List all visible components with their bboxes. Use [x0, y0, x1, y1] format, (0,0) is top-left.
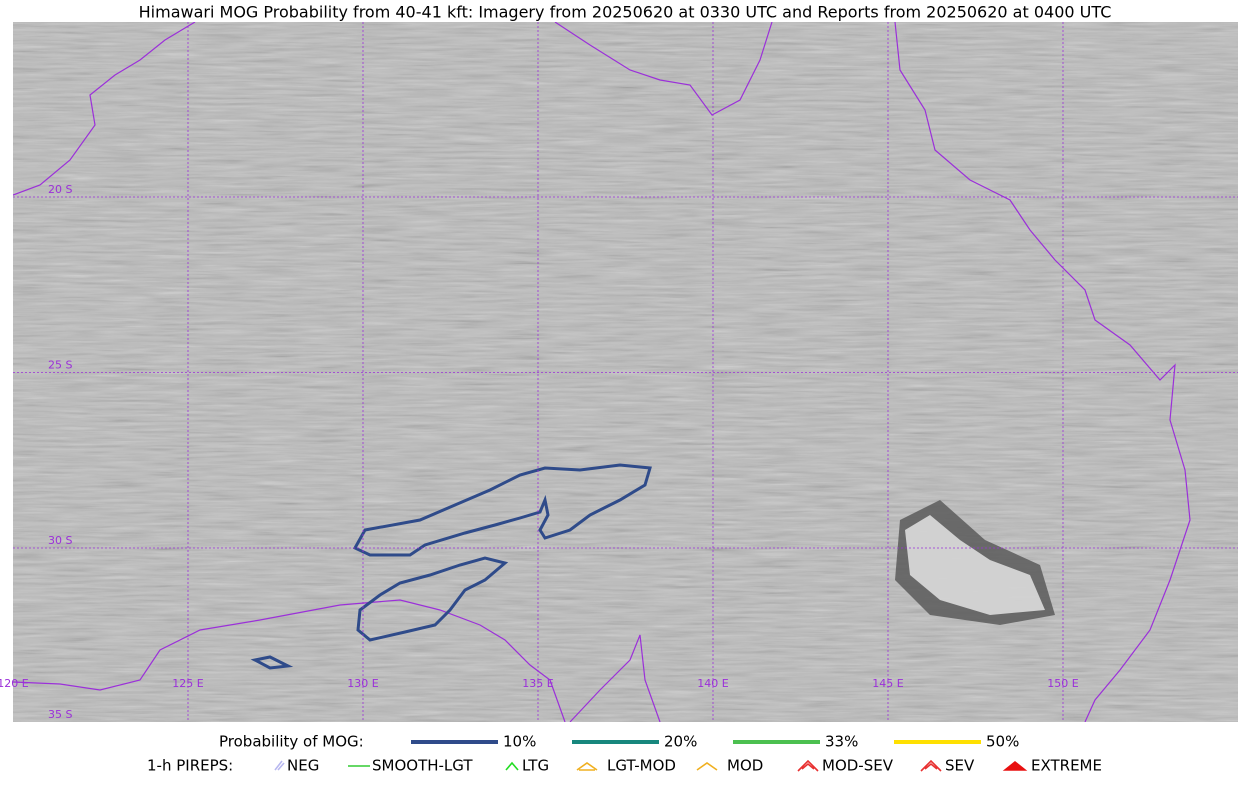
lat-label: 35 S [48, 708, 72, 721]
pirep-icon [797, 759, 819, 772]
cloud-cluster [895, 500, 1055, 625]
mog-legend-text: 10% [503, 733, 536, 751]
title: Himawari MOG Probability from 40-41 kft:… [139, 3, 1112, 22]
lon-label: 145 E [872, 677, 903, 690]
pirep-legend-text: LGT-MOD [607, 757, 676, 775]
lon-label: 135 E [522, 677, 553, 690]
lon-label: 150 E [1047, 677, 1078, 690]
pirep-icon [576, 762, 598, 771]
pirep-icon [696, 762, 718, 771]
lon-label: 125 E [172, 677, 203, 690]
pirep-icon [920, 759, 942, 772]
graticule [13, 22, 1238, 722]
pirep-legend-text: SMOOTH-LGT [372, 757, 473, 775]
lat-label: 30 S [48, 534, 72, 547]
imagery-texture [13, 22, 1238, 722]
mog-legend-label: Probability of MOG: [219, 733, 364, 751]
lat-label: 20 S [48, 183, 72, 196]
pirep-icon [274, 760, 285, 771]
mog-legend-text: 20% [664, 733, 697, 751]
pirep-legend-label: 1-h PIREPS: [147, 757, 233, 775]
pirep-legend-text: MOD [727, 757, 763, 775]
lat-label: 25 S [48, 359, 72, 372]
pirep-legend-text: NEG [287, 757, 319, 775]
pirep-legend-text: MOD-SEV [822, 757, 894, 775]
coastlines [13, 22, 1191, 722]
mog-legend-text: 33% [825, 733, 858, 751]
mog-legend-text: 50% [986, 733, 1019, 751]
lon-label: 130 E [347, 677, 378, 690]
pirep-icon [505, 761, 519, 771]
map [13, 22, 1238, 722]
pirep-legend-text: SEV [945, 757, 975, 775]
lon-label: 120 E [0, 677, 29, 690]
pirep-legend-text: EXTREME [1031, 757, 1102, 775]
pirep-icon [1002, 760, 1028, 771]
pirep-legend-text: LTG [522, 757, 549, 775]
mog-contours [250, 463, 652, 670]
lon-label: 140 E [697, 677, 728, 690]
legend: Probability of MOG: 10% 20% 33% 50% 1-h PIREP… [147, 733, 1102, 775]
